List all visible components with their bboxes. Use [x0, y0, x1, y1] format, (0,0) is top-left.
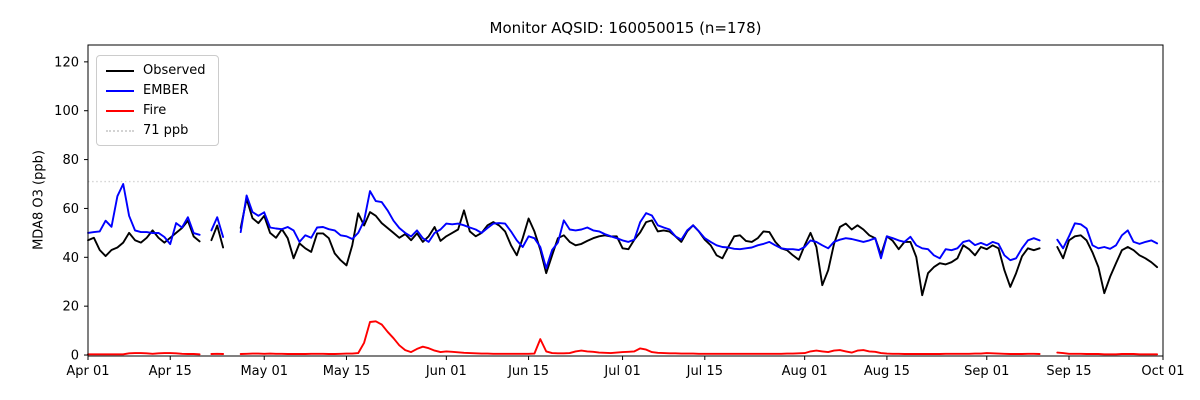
- legend-label-fire: Fire: [143, 103, 167, 118]
- series-line-ember: [1056, 222, 1159, 250]
- x-tick-label: Jul 01: [603, 364, 640, 379]
- x-tick-label: Aug 15: [864, 364, 910, 379]
- series-line-fire: [1056, 351, 1159, 356]
- chart-title: Monitor AQSID: 160050015 (n=178): [489, 19, 762, 37]
- y-tick-label: 80: [62, 153, 79, 168]
- legend-label-threshold: 71 ppb: [143, 123, 189, 138]
- x-tick-label: Sep 01: [964, 364, 1009, 379]
- series-line-ember: [87, 183, 201, 246]
- series-line-fire: [87, 352, 201, 356]
- y-tick-label: 120: [54, 55, 79, 70]
- plot-border: [87, 44, 1164, 357]
- series-line-observed: [87, 219, 201, 258]
- series-line-ember: [239, 190, 1041, 270]
- x-tick-label: May 01: [240, 364, 288, 379]
- y-axis-label: MDA8 O3 (ppb): [31, 150, 47, 250]
- legend-swatch-ember-line: [106, 89, 134, 92]
- y-tick-label: 0: [71, 349, 79, 364]
- x-tick-label: Jun 01: [425, 364, 467, 379]
- legend-swatch-observed-line: [106, 69, 134, 72]
- series-line-observed: [210, 224, 225, 249]
- series-line-fire: [239, 320, 1041, 355]
- series-line-observed: [239, 197, 1041, 297]
- y-tick-label: 40: [62, 251, 79, 266]
- x-tick-label: Jul 15: [686, 364, 723, 379]
- legend-item-ember: EMBER: [106, 83, 206, 98]
- legend: Observed EMBER Fire 71 ppb: [96, 55, 219, 146]
- x-tick-label: Sep 15: [1046, 364, 1091, 379]
- x-tick-label: Apr 15: [149, 364, 192, 379]
- x-tick-label: May 15: [323, 364, 371, 379]
- legend-swatch-fire-line: [106, 109, 134, 112]
- series-line-observed: [1056, 234, 1159, 295]
- legend-swatch-threshold-line: [106, 129, 134, 132]
- x-tick-label: Jun 15: [507, 364, 549, 379]
- x-tick-label: Apr 01: [66, 364, 109, 379]
- y-tick-label: 100: [54, 104, 79, 119]
- legend-label-ember: EMBER: [143, 83, 189, 98]
- y-tick-label: 60: [62, 202, 79, 217]
- series-line-ember: [210, 216, 225, 238]
- legend-item-fire: Fire: [106, 103, 206, 118]
- x-tick-label: Oct 01: [1141, 364, 1184, 379]
- legend-item-threshold: 71 ppb: [106, 123, 206, 138]
- y-tick-label: 20: [62, 300, 79, 315]
- x-tick-label: Aug 01: [782, 364, 828, 379]
- legend-item-observed: Observed: [106, 63, 206, 78]
- legend-label-observed: Observed: [143, 63, 206, 78]
